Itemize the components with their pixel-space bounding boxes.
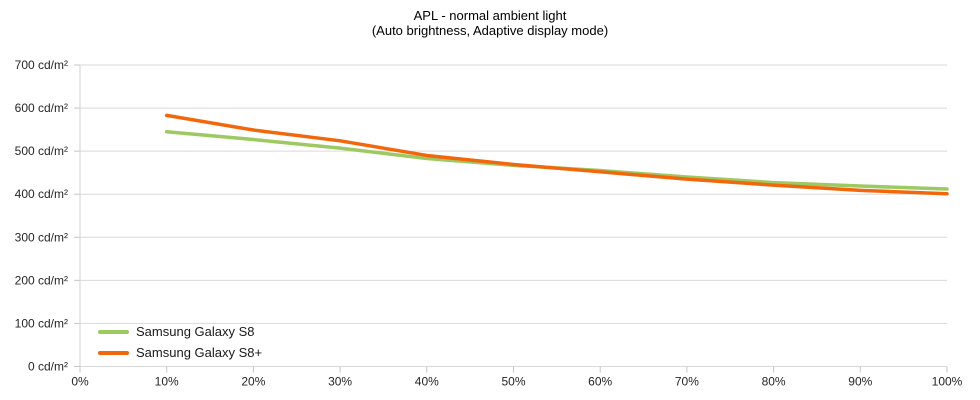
y-axis-label-100: 100 cd/m² — [15, 316, 68, 330]
series-line-samsung-galaxy-s8- — [164, 113, 949, 196]
y-axis-label-400: 400 cd/m² — [15, 187, 68, 201]
chart-legend: Samsung Galaxy S8 Samsung Galaxy S8+ — [98, 321, 262, 363]
chart-title-block: APL - normal ambient light (Auto brightn… — [0, 8, 980, 38]
x-axis-label-70: 70% — [675, 375, 699, 389]
y-axis-label-600: 600 cd/m² — [15, 101, 68, 115]
x-axis-label-90: 90% — [848, 375, 872, 389]
x-axis-label-60: 60% — [588, 375, 612, 389]
legend-swatch-samsung-galaxy-s8 — [98, 329, 129, 334]
legend-item-samsung-galaxy-s8-plus: Samsung Galaxy S8+ — [98, 342, 262, 363]
y-axis-label-500: 500 cd/m² — [15, 144, 68, 158]
y-axis-label-0: 0 cd/m² — [28, 360, 68, 374]
legend-swatch-samsung-galaxy-s8-plus — [98, 350, 129, 355]
x-axis-label-80: 80% — [762, 375, 786, 389]
x-axis-label-40: 40% — [415, 375, 439, 389]
x-axis-label-100: 100% — [932, 375, 963, 389]
legend-item-samsung-galaxy-s8: Samsung Galaxy S8 — [98, 321, 262, 342]
x-axis-label-30: 30% — [328, 375, 352, 389]
y-axis-label-200: 200 cd/m² — [15, 273, 68, 287]
series-line-samsung-galaxy-s8 — [164, 130, 949, 191]
legend-label-samsung-galaxy-s8-plus: Samsung Galaxy S8+ — [136, 345, 263, 360]
x-axis-label-0: 0% — [71, 375, 89, 389]
x-axis-label-10: 10% — [155, 375, 179, 389]
chart-subtitle: (Auto brightness, Adaptive display mode) — [371, 23, 609, 38]
y-axis-label-300: 300 cd/m² — [15, 230, 68, 244]
x-axis-label-50: 50% — [501, 375, 525, 389]
chart-title: APL - normal ambient light — [413, 8, 567, 23]
y-axis-label-700: 700 cd/m² — [15, 58, 68, 72]
x-axis-label-20: 20% — [241, 375, 265, 389]
legend-label-samsung-galaxy-s8: Samsung Galaxy S8 — [136, 324, 255, 339]
